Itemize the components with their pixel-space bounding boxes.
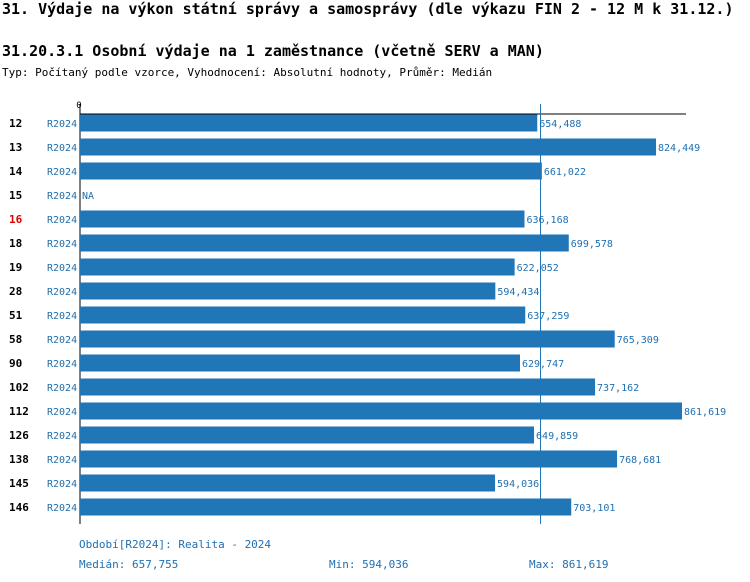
value-label: 737,162 xyxy=(597,383,639,394)
category-label: 14 xyxy=(9,165,23,178)
category-label: 51 xyxy=(9,309,23,322)
footer-max: Max: 861,619 xyxy=(529,558,609,571)
category-label: 146 xyxy=(9,501,29,514)
period-label: R2024 xyxy=(47,383,77,394)
page-title: 31. Výdaje na výkon státní správy a samo… xyxy=(2,0,734,18)
period-label: R2024 xyxy=(47,215,77,226)
value-label: 768,681 xyxy=(619,455,661,466)
period-label: R2024 xyxy=(47,359,77,370)
period-label: R2024 xyxy=(47,335,77,346)
bar xyxy=(80,282,496,300)
bar xyxy=(80,258,515,276)
period-label: R2024 xyxy=(47,287,77,298)
category-label: 16 xyxy=(9,213,23,226)
period-label: R2024 xyxy=(47,455,77,466)
period-label: R2024 xyxy=(47,143,77,154)
value-label: 654,488 xyxy=(539,119,581,130)
value-label: 629,747 xyxy=(522,359,564,370)
value-label: NA xyxy=(82,191,94,202)
category-label: 19 xyxy=(9,261,22,274)
category-label: 58 xyxy=(9,333,22,346)
bar xyxy=(80,402,682,420)
bar xyxy=(80,210,525,228)
period-label: R2024 xyxy=(47,239,77,250)
category-label: 28 xyxy=(9,285,22,298)
value-label: 861,619 xyxy=(684,407,726,418)
value-label: 594,434 xyxy=(497,287,539,298)
bar xyxy=(80,450,618,468)
bar xyxy=(80,330,615,348)
indicator-title: 31.20.3.1 Osobní výdaje na 1 zaměstnance… xyxy=(2,42,544,60)
period-label: R2024 xyxy=(47,119,77,130)
category-label: 15 xyxy=(9,189,22,202)
value-label: 765,309 xyxy=(617,335,659,346)
bar xyxy=(80,354,520,372)
bar xyxy=(80,162,542,180)
bar xyxy=(80,306,526,324)
value-label: 649,859 xyxy=(536,431,578,442)
period-label: R2024 xyxy=(47,263,77,274)
value-label: 661,022 xyxy=(544,167,586,178)
bar xyxy=(80,378,596,396)
period-label: R2024 xyxy=(47,479,77,490)
bar xyxy=(80,498,572,516)
category-label: 18 xyxy=(9,237,22,250)
period-label: R2024 xyxy=(47,431,77,442)
value-label: 699,578 xyxy=(571,239,613,250)
bar xyxy=(80,426,535,444)
category-label: 13 xyxy=(9,141,22,154)
category-label: 138 xyxy=(9,453,29,466)
bar xyxy=(80,474,496,492)
value-label: 622,052 xyxy=(517,263,559,274)
footer-period: Období[R2024]: Realita - 2024 xyxy=(79,538,272,551)
period-label: R2024 xyxy=(47,407,77,418)
category-label: 12 xyxy=(9,117,22,130)
footer-median: Medián: 657,755 xyxy=(79,558,179,571)
bar xyxy=(80,114,538,132)
category-label: 90 xyxy=(9,357,22,370)
category-label: 112 xyxy=(9,405,29,418)
x-axis-zero-label: 0 xyxy=(76,101,81,111)
indicator-meta: Typ: Počítaný podle vzorce, Vyhodnocení:… xyxy=(2,66,493,79)
value-label: 637,259 xyxy=(527,311,569,322)
bar xyxy=(80,234,569,252)
period-label: R2024 xyxy=(47,191,77,202)
value-label: 703,101 xyxy=(573,503,615,514)
value-label: 824,449 xyxy=(658,143,700,154)
category-label: 145 xyxy=(9,477,29,490)
period-label: R2024 xyxy=(47,167,77,178)
category-label: 102 xyxy=(9,381,29,394)
value-label: 636,168 xyxy=(526,215,568,226)
footer-min: Min: 594,036 xyxy=(329,558,409,571)
category-label: 126 xyxy=(9,429,29,442)
bar xyxy=(80,138,657,156)
period-label: R2024 xyxy=(47,311,77,322)
value-label: 594,036 xyxy=(497,479,539,490)
period-label: R2024 xyxy=(47,503,77,514)
